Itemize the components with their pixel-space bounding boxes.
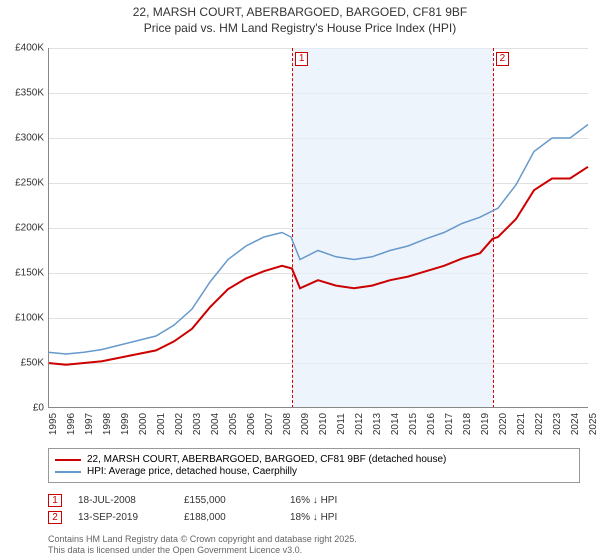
y-axis-line: [48, 48, 49, 408]
x-tick-label: 2002: [174, 413, 185, 435]
x-tick-label: 2023: [552, 413, 563, 435]
x-tick-label: 2003: [192, 413, 203, 435]
x-tick-label: 2018: [462, 413, 473, 435]
tx-price: £188,000: [184, 512, 274, 523]
chart-container: { "title": { "line1": "22, MARSH COURT, …: [0, 0, 600, 560]
x-axis: 1995 1996 1997 1998 1999 2000 2001 2002 2003 2004…: [48, 408, 588, 448]
footer-line-1: Contains HM Land Registry data © Crown c…: [48, 534, 357, 545]
y-tick-label: £200K: [0, 223, 44, 234]
chart-title: 22, MARSH COURT, ABERBARGOED, BARGOED, C…: [0, 0, 600, 36]
footer-line-2: This data is licensed under the Open Gov…: [48, 545, 357, 556]
marker-badge: 1: [48, 494, 62, 507]
legend-label: 22, MARSH COURT, ABERBARGOED, BARGOED, C…: [87, 454, 446, 465]
x-tick-label: 1996: [66, 413, 77, 435]
x-tick-label: 2007: [264, 413, 275, 435]
line-series: [48, 48, 588, 408]
tx-price: £155,000: [184, 495, 274, 506]
x-tick-label: 2008: [282, 413, 293, 435]
x-tick-label: 2019: [480, 413, 491, 435]
legend-item-hpi: HPI: Average price, detached house, Caer…: [55, 466, 573, 477]
legend-swatch: [55, 471, 81, 473]
x-tick-label: 2006: [246, 413, 257, 435]
y-tick-label: £150K: [0, 268, 44, 279]
x-tick-label: 2024: [570, 413, 581, 435]
x-tick-label: 2022: [534, 413, 545, 435]
series-hpi: [48, 125, 588, 355]
y-tick-label: £50K: [0, 358, 44, 369]
x-tick-label: 2014: [390, 413, 401, 435]
x-tick-label: 2000: [138, 413, 149, 435]
x-tick-label: 2011: [336, 413, 347, 435]
legend-swatch: [55, 459, 81, 461]
footer-attribution: Contains HM Land Registry data © Crown c…: [48, 534, 357, 556]
x-tick-label: 2009: [300, 413, 311, 435]
tx-delta: 18% ↓ HPI: [290, 512, 380, 523]
x-tick-label: 1998: [102, 413, 113, 435]
y-tick-label: £100K: [0, 313, 44, 324]
x-tick-label: 2025: [588, 413, 599, 435]
x-tick-label: 1995: [48, 413, 59, 435]
tx-date: 18-JUL-2008: [78, 495, 168, 506]
title-line-2: Price paid vs. HM Land Registry's House …: [0, 20, 600, 36]
tx-date: 13-SEP-2019: [78, 512, 168, 523]
x-tick-label: 2021: [516, 413, 527, 435]
x-tick-label: 2015: [408, 413, 419, 435]
x-tick-label: 2010: [318, 413, 329, 435]
x-tick-label: 2013: [372, 413, 383, 435]
table-row: 2 13-SEP-2019 £188,000 18% ↓ HPI: [48, 509, 580, 526]
x-tick-label: 1997: [84, 413, 95, 435]
y-tick-label: £400K: [0, 43, 44, 54]
table-row: 1 18-JUL-2008 £155,000 16% ↓ HPI: [48, 492, 580, 509]
x-tick-label: 2001: [156, 413, 167, 435]
y-tick-label: £250K: [0, 178, 44, 189]
y-tick-label: £300K: [0, 133, 44, 144]
legend-label: HPI: Average price, detached house, Caer…: [87, 466, 297, 477]
x-tick-label: 2016: [426, 413, 437, 435]
tx-delta: 16% ↓ HPI: [290, 495, 380, 506]
legend-item-price-paid: 22, MARSH COURT, ABERBARGOED, BARGOED, C…: [55, 454, 573, 465]
x-tick-label: 2020: [498, 413, 509, 435]
y-tick-label: £0: [0, 403, 44, 414]
plot-area: 12: [48, 48, 588, 408]
marker-badge: 2: [48, 511, 62, 524]
title-line-1: 22, MARSH COURT, ABERBARGOED, BARGOED, C…: [0, 4, 600, 20]
x-tick-label: 2004: [210, 413, 221, 435]
transactions-table: 1 18-JUL-2008 £155,000 16% ↓ HPI 2 13-SE…: [48, 492, 580, 526]
legend: 22, MARSH COURT, ABERBARGOED, BARGOED, C…: [48, 448, 580, 483]
x-tick-label: 1999: [120, 413, 131, 435]
x-tick-label: 2017: [444, 413, 455, 435]
x-tick-label: 2005: [228, 413, 239, 435]
y-tick-label: £350K: [0, 88, 44, 99]
x-tick-label: 2012: [354, 413, 365, 435]
